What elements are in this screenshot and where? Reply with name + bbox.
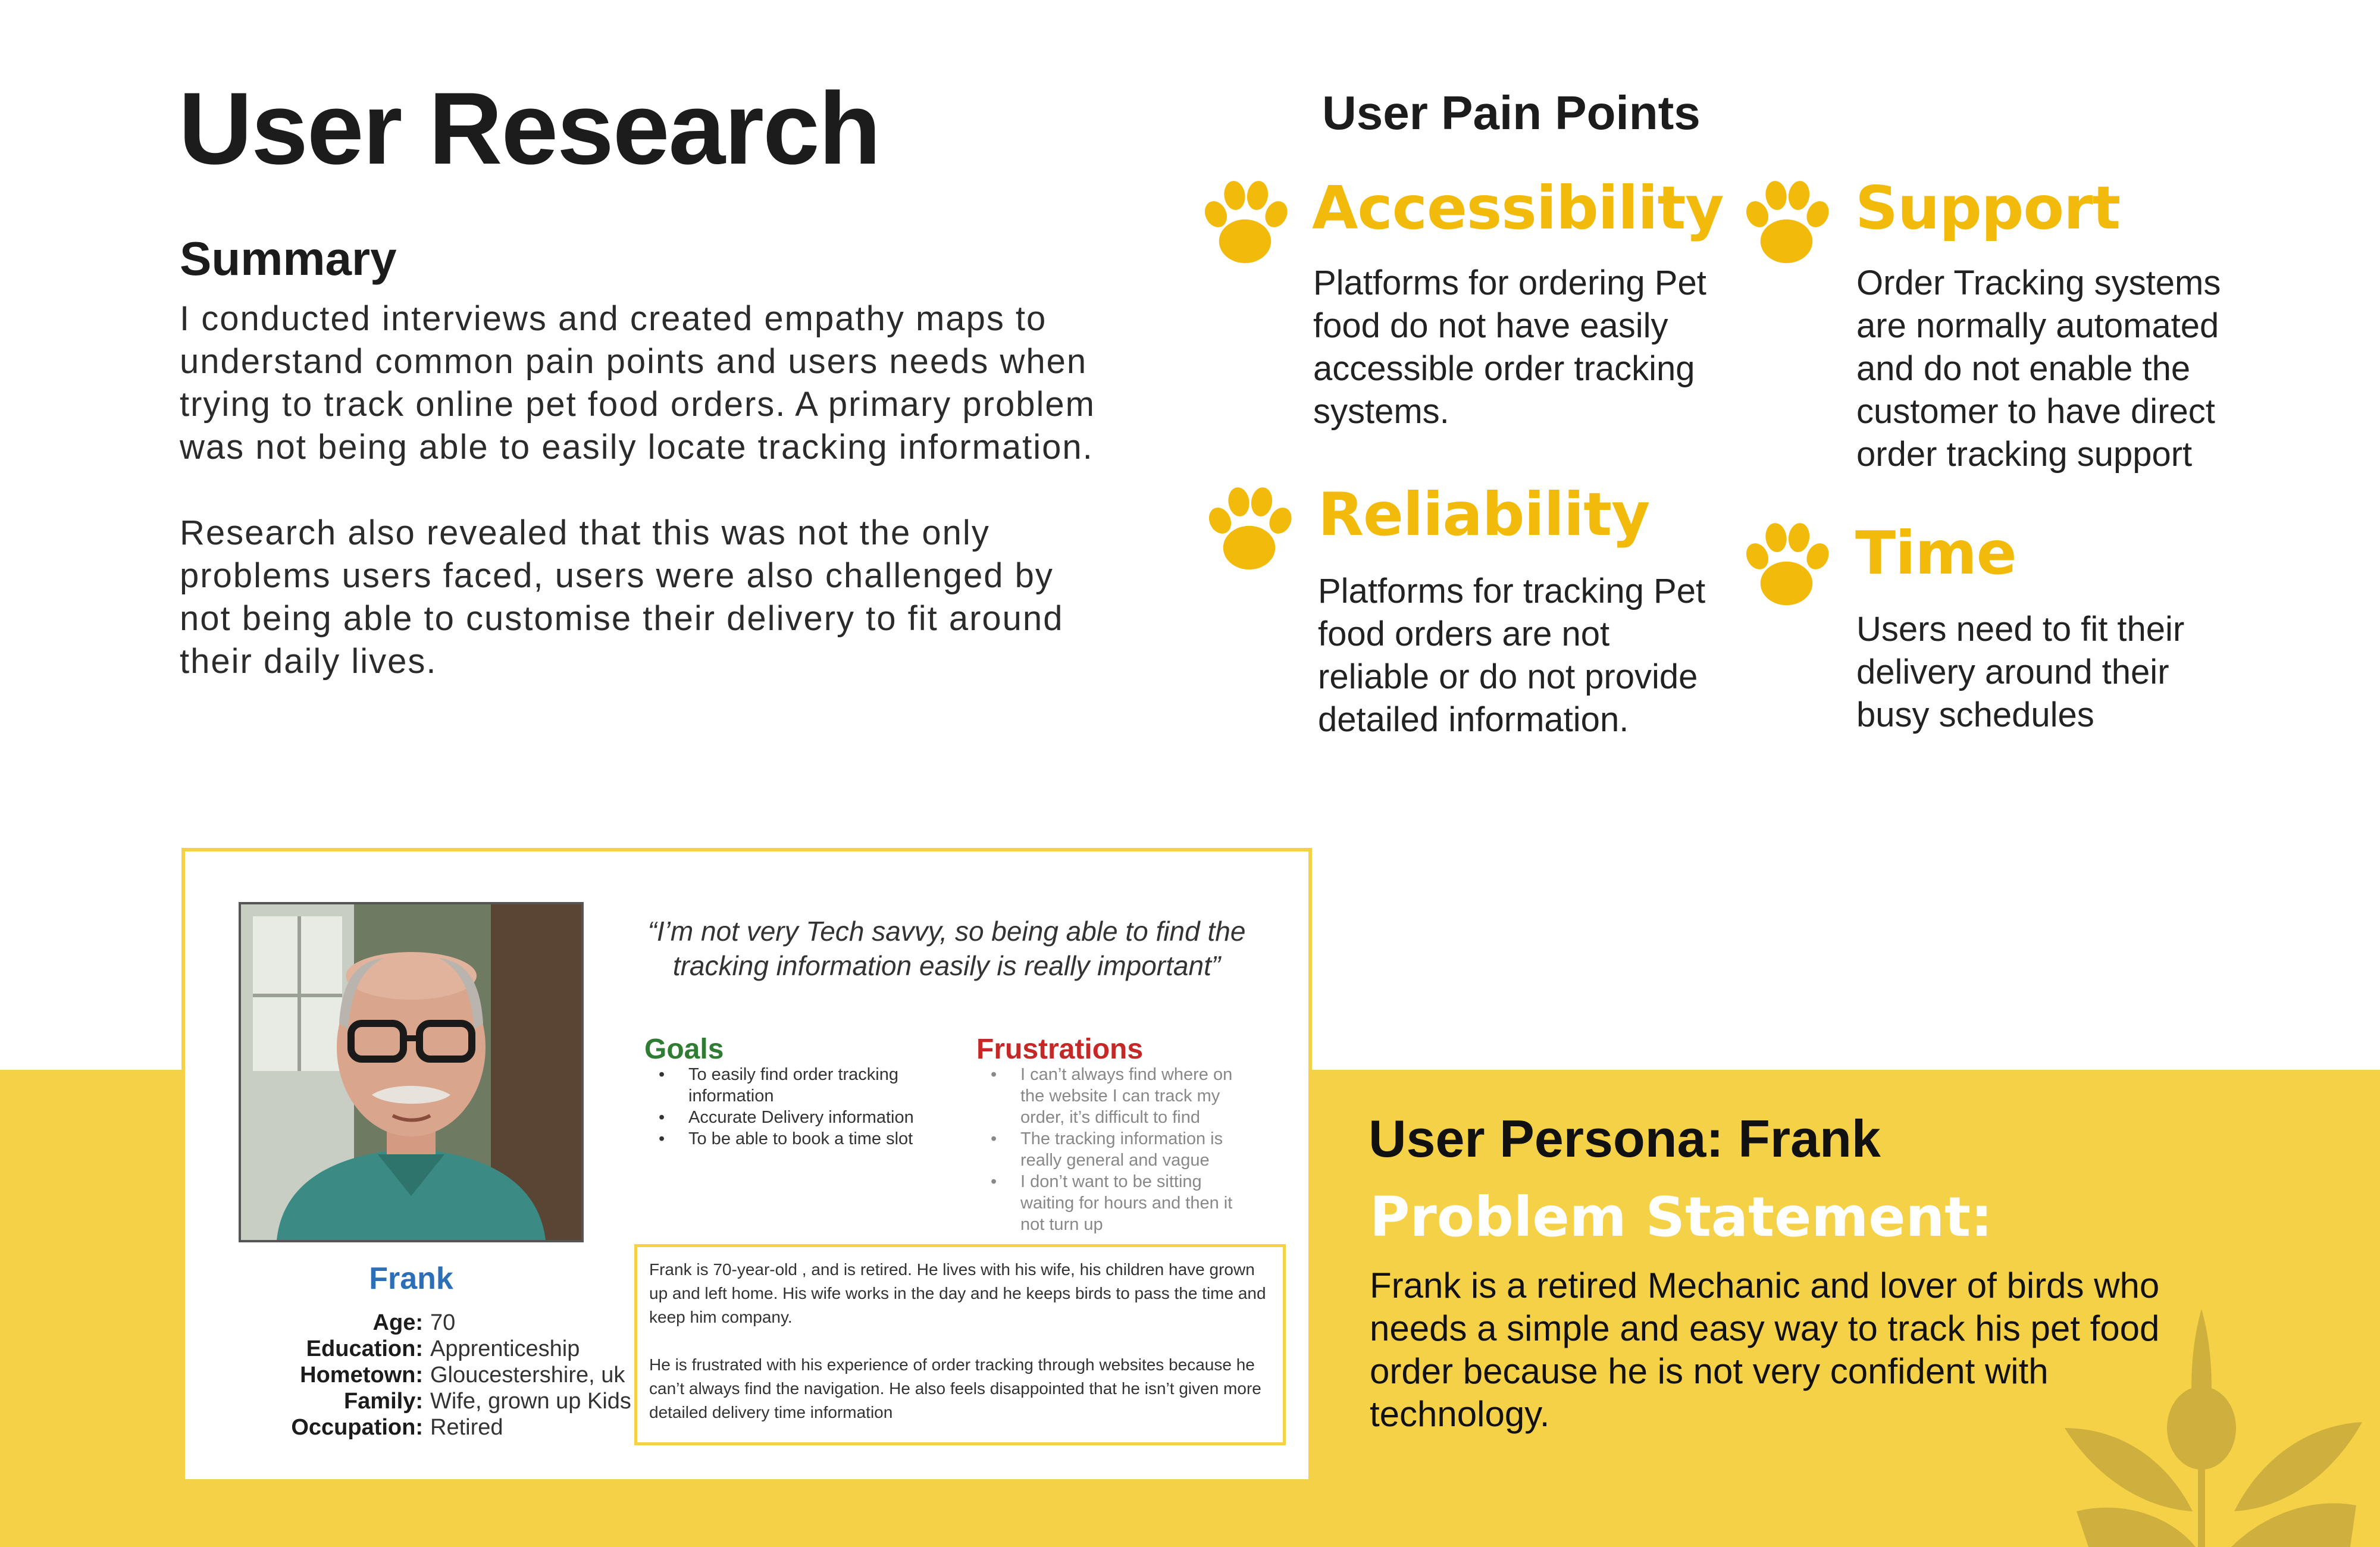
detail-label: Education: [306,1336,423,1361]
persona-card: Frank Age: 70 Education: Apprenticeship Ho… [181,848,1312,1483]
frustrations-heading: Frustrations [976,1034,1144,1065]
pain-point-title-reliability: Reliability [1318,480,1650,549]
pain-point-text-accessibility: Platforms for ordering Pet food do not h… [1313,264,1706,431]
detail-label: Family: [343,1389,423,1414]
detail-row-age: Age: 70 [203,1310,643,1336]
detail-row-education: Education: Apprenticeship [203,1336,643,1362]
detail-value: Wife, grown up Kids [430,1389,631,1414]
problem-statement-text: Frank is a retired Mechanic and lover of… [1370,1266,2160,1434]
pain-points-heading: User Pain Points [1322,86,1701,139]
frustration-item: I don’t want to be sitting waiting for h… [979,1171,1241,1235]
summary-text: I conducted interviews and created empat… [180,298,1108,683]
detail-value: Apprenticeship [430,1336,580,1361]
pain-point-text-support: Order Tracking systems are normally auto… [1856,264,2221,474]
detail-value: 70 [430,1310,456,1335]
pain-point-title-accessibility: Accessibility [1312,173,1724,243]
paw-icon [1205,486,1296,570]
paw-icon [1201,179,1292,264]
bio-paragraph-1: Frank is 70-year-old , and is retired. H… [649,1260,1266,1326]
goals-list: To easily find order tracking informatio… [647,1064,956,1150]
detail-label: Hometown: [300,1363,423,1388]
detail-row-family: Family: Wife, grown up Kids [203,1388,643,1414]
pain-point-title-support: Support [1855,173,2121,243]
detail-label: Occupation: [291,1415,423,1440]
paw-icon [1742,179,1833,264]
pain-point-title-time: Time [1855,518,2017,588]
bio-paragraph-2: He is frustrated with his experience of … [649,1355,1261,1421]
frustration-item: I can’t always find where on the website… [979,1064,1241,1128]
goals-heading: Goals [644,1034,724,1065]
detail-row-occupation: Occupation: Retired [203,1414,643,1440]
pain-point-text-reliability: Platforms for tracking Pet food orders a… [1318,572,1706,739]
page-title: User Research [178,71,881,186]
detail-value: Gloucestershire, uk [430,1363,625,1388]
pain-point-text-time: Users need to fit their delivery around … [1856,610,2185,734]
frustrations-list: I can’t always find where on the website… [979,1064,1241,1235]
persona-photo [239,902,584,1242]
summary-heading: Summary [180,232,397,285]
detail-label: Age: [372,1310,423,1335]
problem-statement-label: Problem Statement: [1370,1185,1993,1249]
goal-item: To be able to book a time slot [647,1128,956,1150]
wheat-decoration-icon [2065,1309,2362,1547]
persona-bio: Frank is 70-year-old , and is retired. H… [634,1244,1286,1445]
persona-quote: “I’m not very Tech savvy, so being able … [647,916,1246,981]
frustration-item: The tracking information is really gener… [979,1128,1241,1171]
summary-paragraph-2: Research also revealed that this was not… [180,513,1064,681]
detail-value: Retired [430,1415,503,1440]
goal-item: To easily find order tracking informatio… [647,1064,956,1107]
detail-row-hometown: Hometown: Gloucestershire, uk [203,1362,643,1388]
summary-paragraph-1: I conducted interviews and created empat… [180,299,1095,466]
paw-icon [1742,521,1833,606]
persona-heading: User Persona: Frank [1368,1109,1881,1168]
persona-name: Frank [369,1261,453,1296]
persona-details: Age: 70 Education: Apprenticeship Hometown… [203,1310,643,1440]
goal-item: Accurate Delivery information [647,1107,956,1128]
persona-portrait-image [241,904,581,1240]
